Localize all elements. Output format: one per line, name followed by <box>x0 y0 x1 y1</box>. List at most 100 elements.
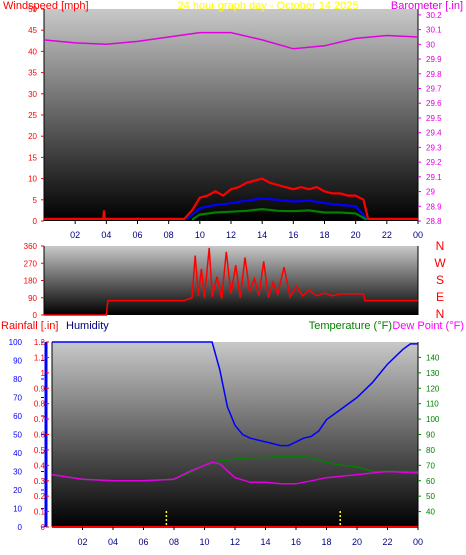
y-tick-label: 0.7 <box>34 415 46 424</box>
humidity-temp-panel <box>52 342 418 527</box>
y-tick-label: 40 <box>13 449 22 458</box>
wind-speed-line <box>191 207 368 221</box>
y-tick-label: 130 <box>426 369 440 378</box>
y-tick-label: 180 <box>24 277 38 286</box>
x-tick-label: 04 <box>101 230 111 240</box>
y-tick-label: 120 <box>426 384 440 393</box>
y-tick-label: 45 <box>28 26 37 35</box>
y-tick-label: 0.3 <box>34 477 46 486</box>
x-tick-label: 18 <box>319 230 329 240</box>
y-tick-label: 30.1 <box>426 26 442 35</box>
x-tick-label: 00 <box>413 537 423 547</box>
x-tick-label: 10 <box>195 230 205 240</box>
y-tick-label: 0.8 <box>34 400 46 409</box>
y-tick-label: 270 <box>24 259 38 268</box>
compass-label: N <box>436 239 445 253</box>
compass-label: E <box>436 290 444 304</box>
direction-panel <box>44 246 418 315</box>
y-tick-label: 100 <box>426 415 440 424</box>
y-tick-label: 140 <box>426 353 440 362</box>
y-tick-label: 25 <box>28 111 37 120</box>
x-tick-label: 22 <box>382 537 392 547</box>
compass-label: N <box>436 307 445 321</box>
y-tick-label: 0.6 <box>34 431 46 440</box>
humidity-line <box>52 341 418 447</box>
barometer-line <box>43 31 419 50</box>
x-tick-label: 14 <box>257 230 267 240</box>
y-tick-label: 90 <box>13 357 22 366</box>
y-tick-label: 20 <box>13 486 22 495</box>
y-tick-label: 29.4 <box>426 129 442 138</box>
y-tick-label: 30 <box>13 468 22 477</box>
y-tick-label: 10 <box>13 505 22 514</box>
y-tick-label: 0 <box>18 523 23 532</box>
wind-axis-title: Windspeed [mph] <box>3 0 89 12</box>
rainfall-axis-title: Rainfall [.in] <box>1 320 58 332</box>
y-tick-label: 0.4 <box>34 461 46 470</box>
y-tick-label: 29 <box>426 188 435 197</box>
y-tick-label: 29.2 <box>426 158 442 167</box>
y-tick-label: 50 <box>426 492 435 501</box>
x-tick-label: 06 <box>132 230 142 240</box>
y-tick-label: 50 <box>13 431 22 440</box>
y-tick-label: 35 <box>28 69 37 78</box>
x-tick-label: 20 <box>352 537 362 547</box>
y-tick-label: 29.1 <box>426 173 442 182</box>
y-tick-label: 0.1 <box>34 508 46 517</box>
y-tick-label: 29.9 <box>426 55 442 64</box>
x-tick-label: 00 <box>413 230 423 240</box>
x-tick-label: 12 <box>226 230 236 240</box>
wind-gust-line <box>44 177 418 220</box>
y-tick-label: 15 <box>28 153 37 162</box>
y-tick-label: 360 <box>24 242 38 251</box>
y-tick-label: 60 <box>13 412 22 421</box>
x-tick-label: 02 <box>70 230 80 240</box>
y-tick-label: 40 <box>426 508 435 517</box>
barometer-axis-title: Barometer [.in] <box>391 0 463 12</box>
y-tick-label: 28.8 <box>426 217 442 226</box>
compass-label: W <box>434 256 446 270</box>
x-tick-label: 16 <box>291 537 301 547</box>
y-tick-label: 50 <box>28 5 37 14</box>
y-tick-label: 10 <box>28 175 37 184</box>
x-tick-label: 04 <box>108 537 118 547</box>
y-tick-label: 29.6 <box>426 99 442 108</box>
x-tick-label: 08 <box>164 230 174 240</box>
y-tick-label: 29.3 <box>426 143 442 152</box>
y-tick-label: 60 <box>426 477 435 486</box>
y-tick-label: 70 <box>426 461 435 470</box>
y-tick-label: 20 <box>28 132 37 141</box>
dew-point-axis-title: Dew Point (°F) <box>392 320 464 332</box>
y-tick-label: 29.5 <box>426 114 442 123</box>
y-tick-label: 30 <box>426 40 435 49</box>
y-tick-label: 1.2 <box>34 338 46 347</box>
y-tick-label: 0.2 <box>34 492 46 501</box>
y-tick-label: 80 <box>13 375 22 384</box>
x-tick-label: 10 <box>199 537 209 547</box>
y-tick-label: 80 <box>426 446 435 455</box>
y-tick-label: 5 <box>33 196 38 205</box>
humidity-axis-title: Humidity <box>66 320 109 332</box>
y-tick-label: 90 <box>426 431 435 440</box>
x-tick-label: 22 <box>382 230 392 240</box>
y-tick-label: 1 <box>41 369 46 378</box>
y-tick-label: 0 <box>33 311 38 320</box>
x-tick-label: 08 <box>169 537 179 547</box>
y-tick-label: 29.8 <box>426 70 442 79</box>
y-tick-label: 1.1 <box>34 353 46 362</box>
y-tick-label: 0.5 <box>34 446 46 455</box>
y-tick-label: 70 <box>13 394 22 403</box>
x-tick-label: 18 <box>321 537 331 547</box>
y-tick-label: 30.2 <box>426 11 442 20</box>
y-tick-label: 0 <box>41 523 46 532</box>
x-tick-label: 20 <box>351 230 361 240</box>
wind-direction-line <box>44 247 418 316</box>
compass-label: S <box>436 273 444 287</box>
y-tick-label: 28.9 <box>426 202 442 211</box>
graph-title: 24 hour graph day - October 14 2025 <box>177 0 358 12</box>
y-tick-label: 110 <box>426 400 439 409</box>
x-tick-label: 12 <box>230 537 240 547</box>
y-tick-label: 0.9 <box>34 384 46 393</box>
y-tick-label: 0 <box>33 217 38 226</box>
